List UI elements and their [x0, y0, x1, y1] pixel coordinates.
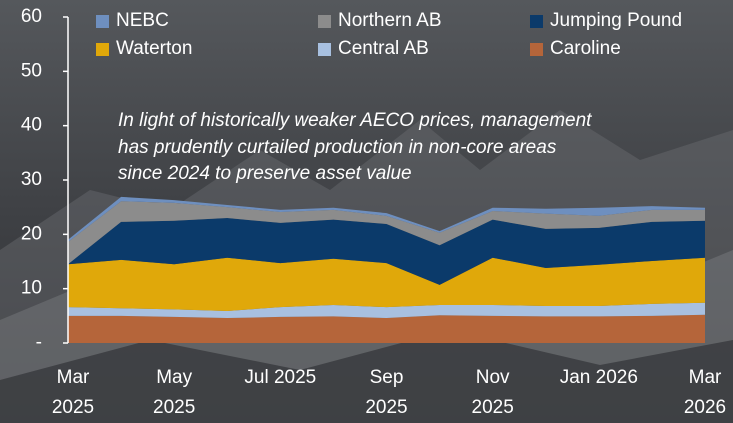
legend-swatch — [96, 42, 109, 56]
legend-label: Waterton — [116, 38, 193, 59]
x-tick-label: May 2025 — [153, 367, 196, 418]
legend-item: Northern AB — [318, 8, 442, 34]
y-tick-label: 60 — [21, 6, 42, 27]
area — [68, 302, 705, 319]
legend-item: Waterton — [96, 36, 192, 62]
area — [68, 196, 705, 242]
y-tick-label: 50 — [21, 60, 42, 81]
legend-item: Caroline — [530, 36, 621, 62]
x-tick-label: Mar 2026 — [683, 367, 727, 418]
area — [68, 201, 705, 265]
x-tick-label: Jul 2025 — [244, 367, 317, 388]
y-tick-label: 40 — [21, 115, 42, 136]
x-tick-label: Nov 2025 — [471, 367, 514, 418]
y-tick-label: 30 — [21, 169, 42, 190]
legend-swatch — [530, 42, 543, 56]
area — [68, 314, 705, 343]
legend-item: Jumping Pound — [530, 8, 682, 34]
legend-swatch — [530, 14, 543, 28]
legend-swatch — [96, 14, 109, 28]
legend-label: Jumping Pound — [550, 10, 683, 31]
legend-label: Central AB — [338, 38, 429, 59]
area — [68, 257, 705, 311]
x-tick-label: Jan 2026 — [559, 367, 638, 388]
legend-swatch — [318, 14, 331, 28]
annotation: In light of historically weaker AECO pri… — [118, 110, 592, 184]
foreground — [0, 330, 733, 423]
x-tick-label: Mar 2025 — [51, 367, 95, 418]
y-tick-label: 10 — [21, 278, 42, 299]
legend-label: NEBC — [116, 10, 169, 31]
y-tick-label: 20 — [21, 223, 42, 244]
legend-item: NEBC — [96, 8, 169, 34]
legend-label: Caroline — [550, 38, 621, 59]
legend-item: Central AB — [318, 36, 429, 62]
legend-label: Northern AB — [338, 10, 442, 31]
area — [68, 218, 705, 285]
legend-swatch — [318, 42, 331, 56]
y-tick-label: - — [36, 332, 42, 353]
x-tick-label: Sep 2025 — [365, 367, 408, 418]
